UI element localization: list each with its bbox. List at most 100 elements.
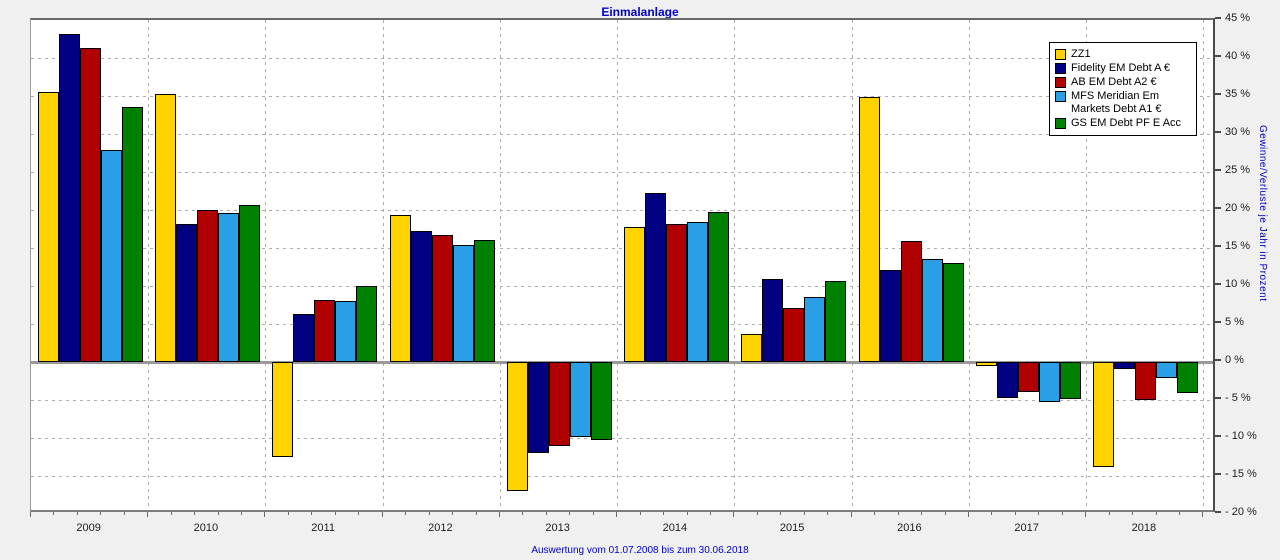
x-tick-label-2016: 2016 [897, 522, 922, 534]
x-minor-tick [686, 512, 688, 515]
x-minor-tick [241, 512, 243, 515]
y-tick-mark [1215, 283, 1221, 285]
chart-title: Einmalanlage [601, 5, 679, 19]
x-minor-tick [287, 512, 289, 515]
legend-swatch [1055, 118, 1066, 129]
bar-2009-ab [80, 48, 101, 362]
bar-2017-gs [1059, 362, 1081, 400]
legend-item-4: MFS Meridian Em Markets Debt A1 € [1055, 90, 1191, 116]
x-minor-tick [217, 512, 219, 515]
legend-swatch [1055, 91, 1066, 102]
y-tick-mark [1215, 321, 1221, 323]
bar-2015-ab [783, 308, 805, 362]
horizontal-gridline [31, 286, 1213, 287]
legend-item-3: AB EM Debt A2 € [1055, 76, 1191, 89]
legend-swatch [1055, 63, 1066, 74]
legend-swatch [1055, 77, 1066, 88]
x-minor-tick [428, 512, 430, 515]
x-major-tick [616, 512, 618, 517]
bar-2009-gs [122, 106, 143, 362]
bar-2011-gs [356, 286, 378, 362]
x-tick-label-2010: 2010 [193, 522, 219, 534]
bar-2017-ab [1017, 362, 1039, 392]
bar-2009-zz1 [38, 92, 59, 362]
bar-2011-mfs [335, 301, 357, 362]
y-axis-title: Gewinne/Verluste je Jahr in Prozent [1257, 125, 1268, 302]
x-minor-tick [358, 512, 360, 515]
bar-2013-zz1 [506, 362, 528, 492]
bar-2010-gs [239, 204, 261, 362]
y-tick-mark [1215, 245, 1221, 247]
bar-2011-zz1 [272, 362, 294, 457]
x-minor-tick [311, 512, 313, 515]
vertical-gridline [500, 20, 501, 510]
x-major-tick [264, 512, 266, 517]
x-minor-tick [100, 512, 102, 515]
legend-item-5: GS EM Debt PF E Acc [1055, 117, 1191, 130]
x-major-tick [850, 512, 852, 517]
horizontal-gridline [31, 96, 1213, 97]
y-tick-label: 10 % [1225, 278, 1251, 290]
x-tick-label-2017: 2017 [1014, 522, 1039, 534]
x-minor-tick [53, 512, 55, 515]
bar-2012-gs [473, 239, 495, 362]
vertical-gridline [1086, 20, 1087, 510]
y-tick-mark [1215, 93, 1221, 95]
x-minor-tick [170, 512, 172, 515]
vertical-gridline [617, 20, 618, 510]
x-tick-label-2009: 2009 [76, 522, 101, 534]
bar-2010-ab [197, 210, 219, 362]
vertical-gridline [383, 20, 384, 510]
vertical-gridline [852, 20, 853, 510]
bar-2013-gs [590, 362, 612, 440]
y-tick-label: 40 % [1225, 50, 1251, 62]
horizontal-gridline [31, 58, 1213, 59]
x-minor-tick [944, 512, 946, 515]
x-minor-tick [827, 512, 829, 515]
x-minor-tick [569, 512, 571, 515]
x-tick-label-2013: 2013 [545, 522, 570, 534]
horizontal-gridline [31, 476, 1213, 477]
bar-2015-fidelity [762, 279, 784, 362]
horizontal-gridline [31, 400, 1213, 401]
bar-2016-fidelity [879, 270, 901, 362]
x-tick-label-2018: 2018 [1131, 522, 1157, 534]
legend-label: GS EM Debt PF E Acc [1071, 117, 1182, 129]
y-tick-label: 15 % [1225, 240, 1251, 252]
y-tick-mark [1215, 17, 1221, 19]
x-minor-tick [897, 512, 899, 515]
x-minor-tick [756, 512, 758, 515]
x-minor-tick [780, 512, 782, 515]
x-minor-tick [1179, 512, 1180, 515]
bar-2017-mfs [1038, 362, 1060, 403]
bar-2013-fidelity [527, 362, 549, 454]
bar-2013-ab [548, 362, 570, 447]
x-major-tick [498, 512, 500, 517]
y-tick-mark [1215, 55, 1221, 57]
x-major-tick [733, 512, 735, 517]
horizontal-gridline [31, 210, 1213, 211]
legend-item-1: ZZ1 [1055, 48, 1191, 61]
bar-2015-mfs [804, 296, 826, 362]
x-minor-tick [991, 512, 993, 515]
vertical-gridline [734, 20, 735, 510]
y-tick-mark [1215, 511, 1221, 513]
bar-2012-ab [431, 235, 453, 362]
y-tick-mark [1215, 359, 1221, 361]
y-tick-mark [1215, 473, 1221, 475]
y-tick-label: 30 % [1225, 126, 1251, 138]
evaluation-period-text: Auswertung vom 01.07.2008 bis zum 30.06.… [531, 545, 749, 556]
x-minor-tick [405, 512, 407, 515]
bar-2017-fidelity [996, 362, 1018, 399]
x-minor-tick [452, 512, 454, 515]
horizontal-gridline [31, 438, 1213, 439]
zero-line [31, 361, 1213, 364]
x-major-tick [30, 512, 31, 517]
x-minor-tick [334, 512, 336, 515]
x-minor-tick [194, 512, 196, 515]
bar-2016-mfs [921, 259, 943, 362]
bar-2016-zz1 [858, 96, 880, 362]
bar-2012-mfs [452, 244, 474, 362]
bar-2014-fidelity [645, 192, 667, 362]
x-minor-tick [123, 512, 125, 515]
